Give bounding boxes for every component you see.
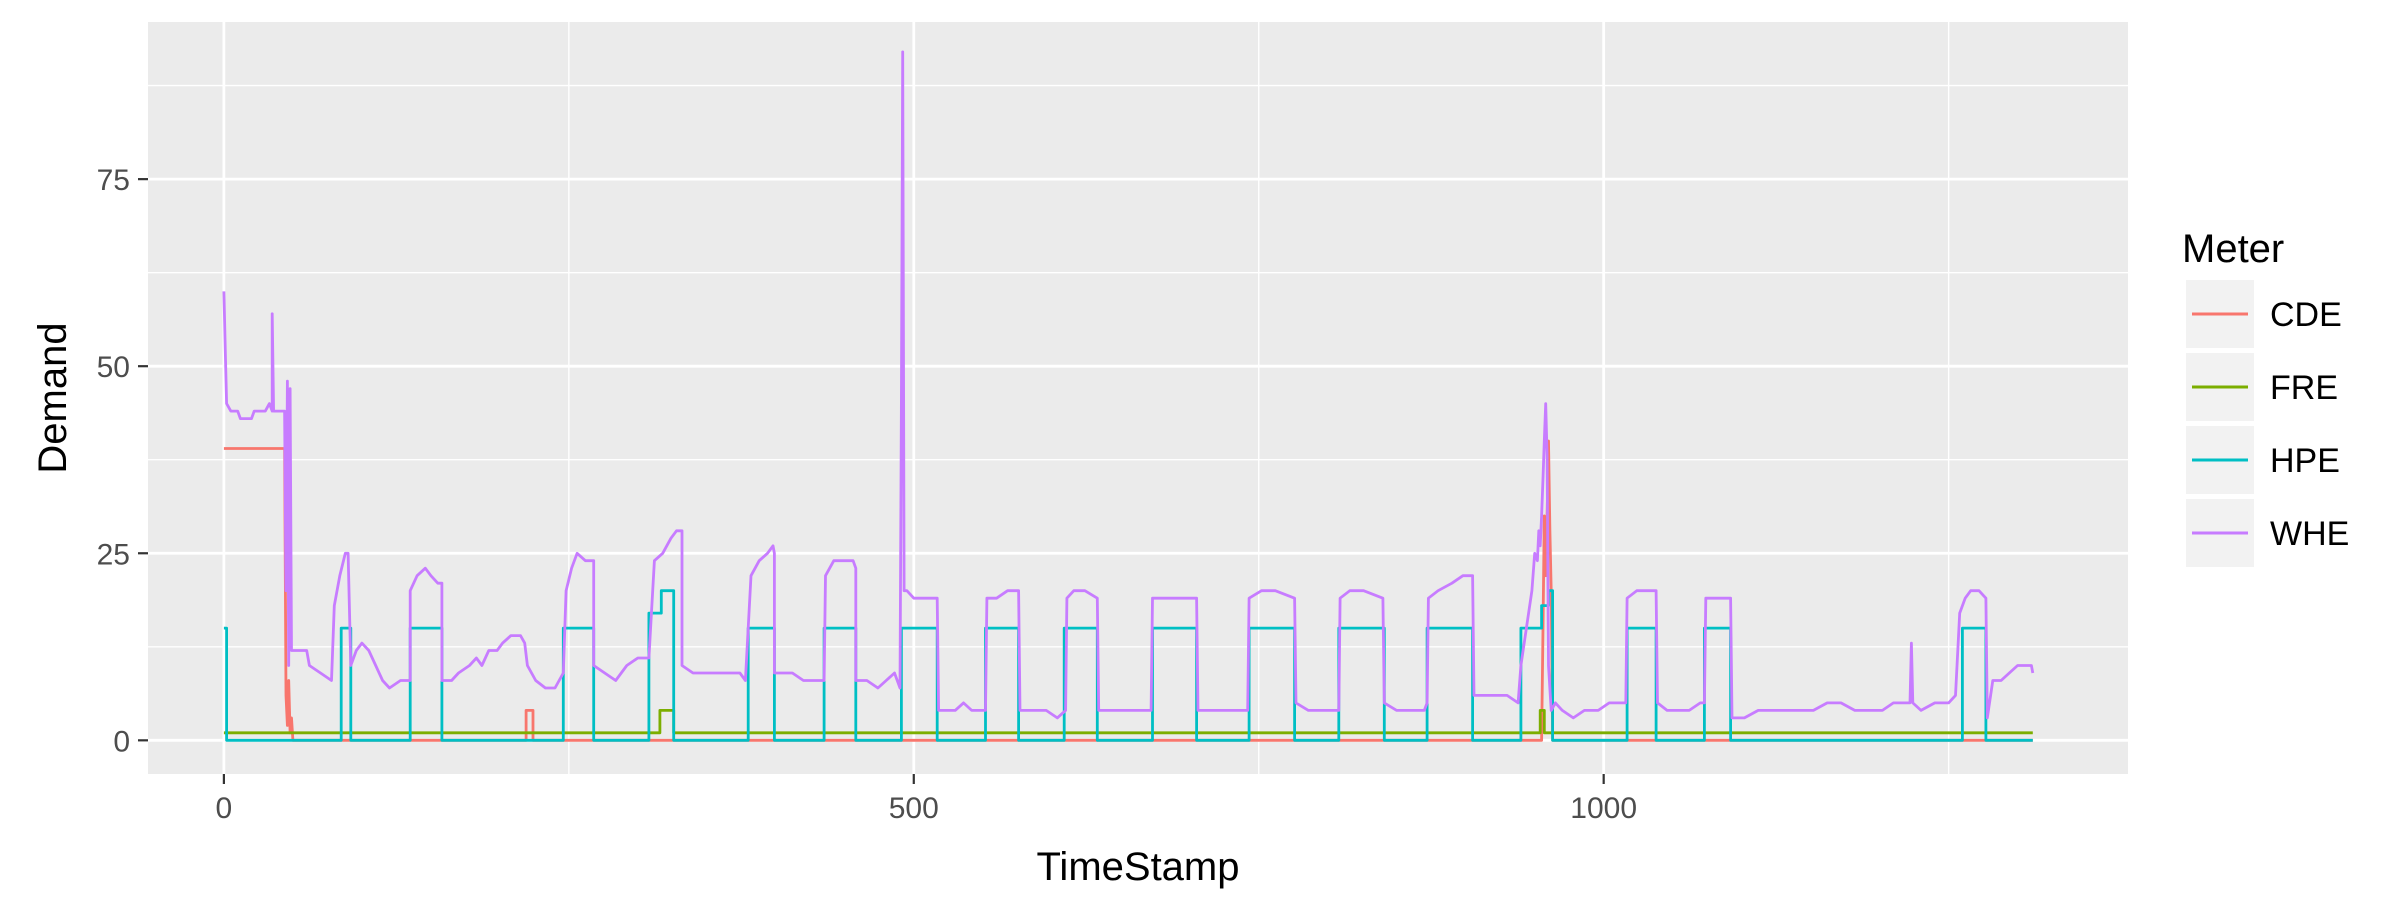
- x-axis: 0 500 1000: [216, 774, 1637, 825]
- series-line-hpe: [223, 589, 2033, 742]
- legend-label-fre: FRE: [2270, 369, 2338, 407]
- y-tick-label: 75: [97, 164, 130, 197]
- legend-items: CDE FRE HPE WHE: [2186, 280, 2349, 567]
- y-tick-label: 0: [113, 725, 130, 758]
- legend-label-cde: CDE: [2270, 296, 2342, 334]
- x-tick-label: 1000: [1570, 792, 1637, 825]
- series-line-whe: [222, 50, 2035, 720]
- x-tick-label: 0: [216, 792, 233, 825]
- legend-title: Meter: [2182, 227, 2284, 271]
- x-axis-title: TimeStamp: [1036, 845, 1239, 889]
- series-lines: [222, 50, 2035, 742]
- legend-label-hpe: HPE: [2270, 442, 2340, 480]
- series-line-cde: [223, 439, 2033, 742]
- y-axis-title: Demand: [31, 322, 75, 473]
- plot-panel: [148, 22, 2128, 774]
- legend: Meter CDE FRE HPE WHE: [2182, 227, 2349, 567]
- series-line-fre: [223, 709, 2033, 735]
- y-axis: 0 25 50 75: [97, 164, 148, 758]
- y-tick-label: 50: [97, 351, 130, 384]
- minor-gridlines: [148, 22, 2128, 774]
- x-tick-label: 500: [889, 792, 939, 825]
- y-tick-label: 25: [97, 538, 130, 571]
- legend-label-whe: WHE: [2270, 515, 2349, 553]
